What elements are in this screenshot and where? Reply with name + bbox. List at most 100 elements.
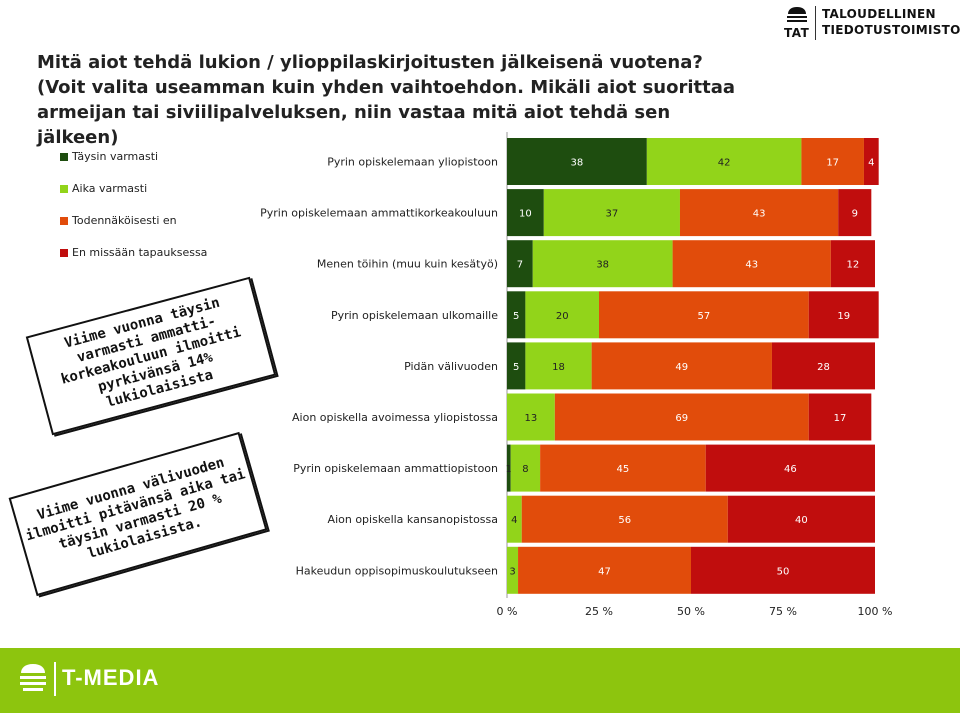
- bar-segment: [646, 138, 802, 185]
- data-label: 57: [698, 311, 711, 322]
- bar-segment: [591, 342, 772, 390]
- bar-segment: [727, 495, 875, 543]
- legend-label: Todennäköisesti en: [72, 214, 177, 227]
- category-label: Pyrin opiskelemaan ammattikorkeakouluun: [260, 207, 498, 220]
- category-label: Pidän välivuoden: [404, 360, 498, 373]
- data-label: 18: [552, 362, 565, 373]
- category-label: Pyrin opiskelemaan ulkomaille: [331, 309, 498, 322]
- legend-item: Aika varmasti: [60, 182, 260, 198]
- bar-segment: [808, 393, 872, 441]
- data-label: 49: [675, 362, 688, 373]
- bar-segment: [510, 444, 541, 492]
- data-label: 5: [513, 311, 519, 322]
- data-label: 10: [519, 209, 532, 220]
- data-label: 47: [598, 566, 611, 577]
- bar-segment: [540, 444, 706, 492]
- bar-segment: [507, 138, 647, 185]
- data-label: 9: [852, 209, 858, 220]
- data-label: 50: [777, 566, 790, 577]
- data-label: 38: [571, 158, 584, 169]
- category-label: Aion opiskella kansanopistossa: [328, 513, 498, 526]
- data-label: 7: [517, 260, 523, 271]
- data-label: 17: [834, 413, 847, 424]
- category-label: Pyrin opiskelemaan yliopistoon: [327, 156, 498, 169]
- data-label: 46: [784, 464, 797, 475]
- stacked-bar-chart: Pyrin opiskelemaan yliopistoon 38 42 17 4Pyr…: [260, 132, 893, 618]
- logo-divider: [815, 6, 816, 40]
- bar-segment: [554, 393, 809, 441]
- logo-abbr: TAT: [784, 26, 810, 40]
- category-label: Menen töihin (muu kuin kesätyö): [317, 258, 498, 271]
- legend-item: Täysin varmasti: [60, 150, 260, 166]
- logo-name-line1: TALOUDELLINEN: [822, 7, 936, 21]
- category-label: Pyrin opiskelemaan ammattiopistoon: [293, 462, 498, 475]
- t-media-logo-icon: [20, 664, 46, 691]
- data-label: 13: [525, 413, 538, 424]
- legend-label: Täysin varmasti: [72, 150, 159, 163]
- x-tick-label: 0 %: [497, 605, 518, 618]
- bar-segment: [771, 342, 875, 390]
- data-label: 43: [753, 209, 766, 220]
- legend-swatch: [60, 217, 68, 225]
- bar-segment: [808, 291, 879, 339]
- x-tick-label: 25 %: [585, 605, 613, 618]
- bar-segment: [672, 240, 831, 288]
- logo-name: TALOUDELLINEN TIEDOTUSTOIMISTO: [822, 6, 960, 38]
- tat-logo: TAT TALOUDELLINEN TIEDOTUSTOIMISTO: [782, 6, 960, 40]
- bar-segment: [507, 546, 519, 594]
- data-label: 17: [826, 158, 839, 169]
- data-label: 20: [556, 311, 569, 322]
- bar-segment: [543, 189, 680, 237]
- bar-segment: [507, 291, 526, 339]
- legend-swatch: [60, 249, 68, 257]
- legend-swatch: [60, 153, 68, 161]
- footer-bar: T-MEDIA: [0, 648, 960, 713]
- x-tick-label: 50 %: [677, 605, 705, 618]
- data-label: 45: [617, 464, 630, 475]
- data-label: 37: [606, 209, 619, 220]
- data-label: 8: [522, 464, 528, 475]
- tat-logo-icon: [787, 7, 807, 22]
- legend-item: En missään tapauksessa: [60, 246, 260, 262]
- data-label: 28: [817, 362, 830, 373]
- data-label: 19: [837, 311, 850, 322]
- category-label: Hakeudun oppisopimuskoulutukseen: [296, 564, 498, 577]
- bar-segment: [691, 546, 875, 594]
- data-label: 12: [847, 260, 860, 271]
- bar-segment: [507, 393, 555, 441]
- data-label: 4: [868, 158, 874, 169]
- bar-segment: [679, 189, 839, 237]
- data-label: 56: [618, 515, 631, 526]
- bar-segment: [801, 138, 864, 185]
- bar-segment: [599, 291, 809, 339]
- data-label: 3: [509, 566, 515, 577]
- legend-swatch: [60, 185, 68, 193]
- bar-segment: [532, 240, 673, 288]
- data-label: 43: [745, 260, 758, 271]
- legend-label: Aika varmasti: [72, 182, 148, 195]
- bar-segment: [838, 189, 872, 237]
- chart-question-title: Mitä aiot tehdä lukion / ylioppilaskirjo…: [37, 52, 736, 148]
- bar-segment: [507, 342, 526, 390]
- bar-segment: [507, 495, 522, 543]
- footer-brand: T-MEDIA: [62, 665, 160, 690]
- data-label: 40: [795, 515, 808, 526]
- legend-item: Todennäköisesti en: [60, 214, 260, 230]
- bar-segment: [518, 546, 691, 594]
- legend-label: En missään tapauksessa: [72, 246, 208, 259]
- bar-segment: [507, 240, 533, 288]
- bar-segment: [525, 342, 592, 390]
- bar-segment: [521, 495, 728, 543]
- data-label: 5: [513, 362, 519, 373]
- bar-segment: [525, 291, 599, 339]
- logo-name-line2: TIEDOTUSTOIMISTO: [822, 23, 960, 37]
- footer-divider: [54, 662, 56, 696]
- bar-segment: [705, 444, 875, 492]
- bar-segment: [830, 240, 875, 288]
- data-label: 4: [511, 515, 517, 526]
- data-label: 1: [506, 464, 512, 475]
- bar-segment: [863, 138, 879, 185]
- bar-segment: [507, 444, 511, 492]
- x-tick-label: 100 %: [858, 605, 893, 618]
- bar-segment: [507, 189, 544, 237]
